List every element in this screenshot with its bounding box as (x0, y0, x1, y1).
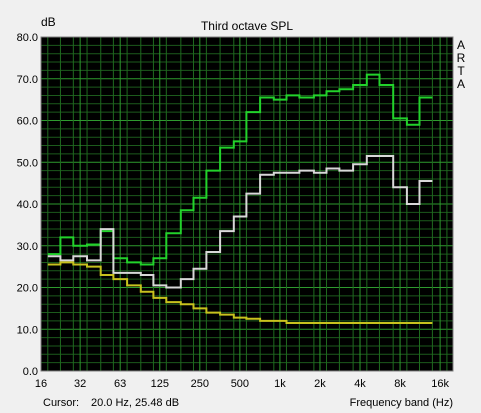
y-tick-labels: 80.0 70.0 60.0 50.0 40.0 30.0 20.0 10.0 0.0 (17, 32, 38, 378)
x-tick-label: 2k (314, 378, 326, 390)
chart-title: Third octave SPL (201, 19, 293, 33)
x-tick-label: 4k (354, 378, 366, 390)
side-letter: T (457, 64, 465, 78)
y-axis-label: dB (41, 15, 56, 29)
series-line-3 (47, 261, 433, 324)
side-letter: A (457, 77, 465, 91)
x-tick-label: 1k (274, 378, 286, 390)
y-tick-label: 70.0 (17, 74, 38, 86)
x-tick-label: 16 (35, 378, 47, 390)
plot-frame (40, 36, 454, 372)
x-tick-label: 16k (431, 378, 449, 390)
x-tick-label: 125 (151, 378, 169, 390)
cursor-value: 20.0 Hz, 25.48 dB (91, 397, 179, 409)
cursor-label: Cursor: (43, 397, 79, 409)
y-tick-label: 60.0 (17, 116, 38, 128)
y-tick-label: 40.0 (17, 199, 38, 211)
series-line-2 (47, 155, 433, 289)
y-tick-label: 10.0 (17, 324, 38, 336)
side-letter: R (457, 51, 466, 65)
y-tick-label: 20.0 (17, 283, 38, 295)
x-tick-label: 250 (191, 378, 209, 390)
x-tick-label: 32 (74, 378, 86, 390)
side-letter: A (457, 38, 465, 52)
x-tick-label: 63 (114, 378, 126, 390)
x-tick-label: 8k (394, 378, 406, 390)
x-grid (47, 37, 448, 371)
y-tick-label: 30.0 (17, 241, 38, 253)
y-tick-label: 50.0 (17, 157, 38, 169)
y-tick-label: 80.0 (17, 32, 38, 44)
series-layer (47, 73, 433, 324)
y-tick-label: 0.0 (23, 366, 38, 378)
x-tick-labels: 16 32 63 125 250 500 1k 2k 4k 8k 16k (35, 378, 450, 390)
x-tick-label: 500 (231, 378, 249, 390)
x-axis-label: Frequency band (Hz) (350, 397, 453, 409)
